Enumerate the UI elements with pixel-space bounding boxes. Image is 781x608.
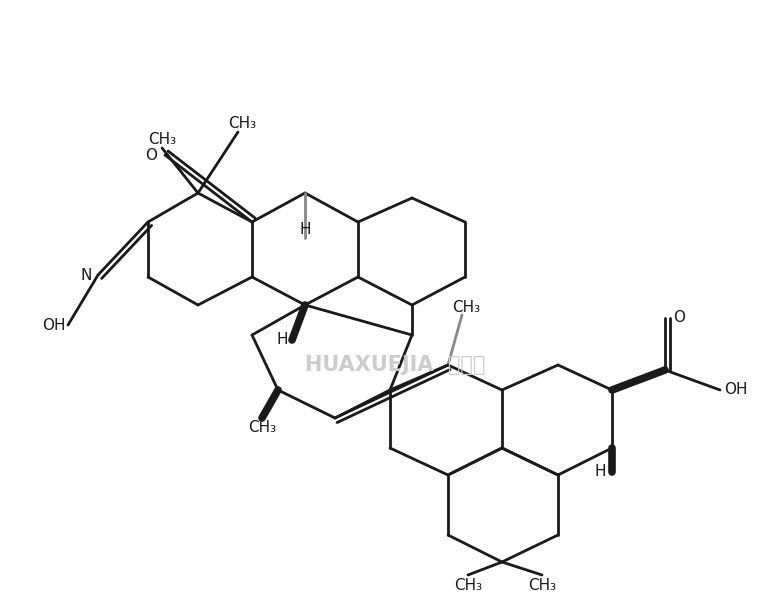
Text: O: O	[673, 311, 685, 325]
Text: O: O	[145, 148, 157, 162]
Text: OH: OH	[724, 382, 747, 398]
Text: H: H	[594, 465, 606, 480]
Text: CH₃: CH₃	[452, 300, 480, 314]
Text: OH: OH	[42, 317, 66, 333]
Text: H: H	[299, 223, 311, 238]
Text: CH₃: CH₃	[248, 421, 276, 435]
Text: CH₃: CH₃	[454, 578, 482, 593]
Text: HUAXUEJIA  化学加: HUAXUEJIA 化学加	[305, 355, 485, 375]
Text: CH₃: CH₃	[528, 578, 556, 593]
Text: H: H	[276, 333, 287, 348]
Text: CH₃: CH₃	[148, 133, 176, 148]
Text: N: N	[80, 268, 91, 283]
Text: CH₃: CH₃	[228, 117, 256, 131]
